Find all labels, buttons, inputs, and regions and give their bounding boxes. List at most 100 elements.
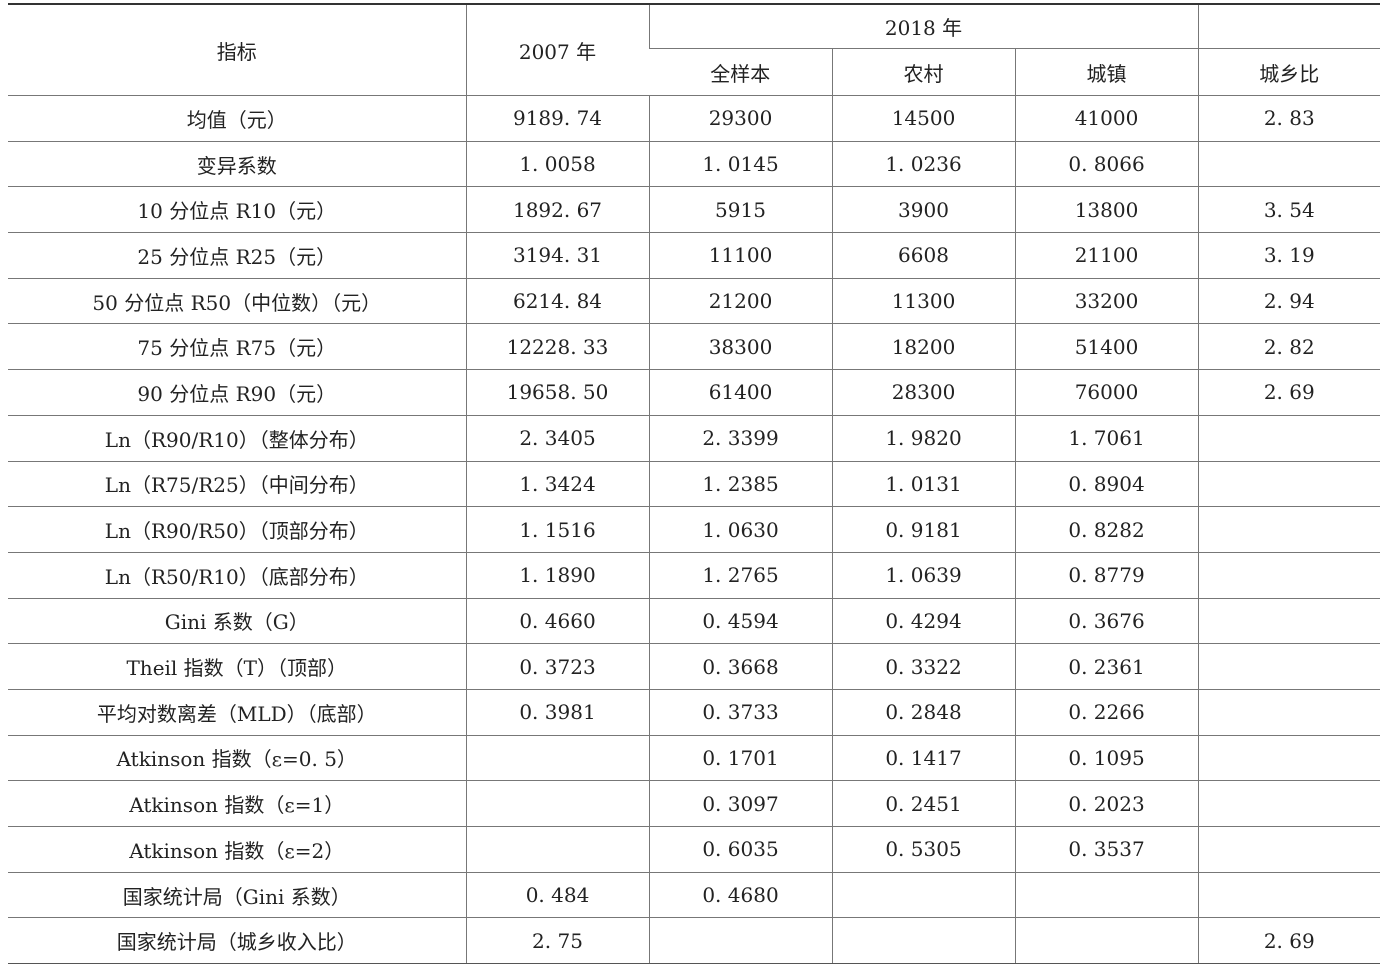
- rural-cell: 3900: [831, 186, 1015, 234]
- indicator-cell: Gini 系数（G）: [8, 598, 466, 645]
- ratio-cell: [1197, 872, 1381, 919]
- indicator-cell: Atkinson 指数（ε=0. 5）: [8, 735, 466, 782]
- rural-cell: 0. 2848: [831, 689, 1015, 736]
- full-sample-cell: 1. 2385: [648, 461, 832, 508]
- full-sample-cell: 0. 4594: [648, 598, 832, 645]
- table-row: Ln（R90/R10）（整体分布） 2. 3405 2. 3399 1. 9820 1.…: [8, 415, 1381, 462]
- table-body: 均值（元） 9189. 74 29300 14500 41000 2. 83 变异系数 1. …: [8, 95, 1381, 964]
- ratio-cell: [1197, 598, 1381, 645]
- ratio-cell: 2. 94: [1197, 278, 1381, 325]
- urban-cell: 33200: [1014, 278, 1199, 325]
- rural-cell: 0. 2451: [831, 780, 1015, 827]
- urban-cell: 0. 8282: [1014, 506, 1199, 553]
- ratio-cell: [1197, 735, 1381, 782]
- urban-cell: 0. 8779: [1014, 552, 1199, 599]
- header-urban: 城镇: [1014, 48, 1199, 96]
- ratio-cell: [1197, 826, 1381, 873]
- header-indicator: 指标: [8, 3, 466, 96]
- rural-cell: 1. 9820: [831, 415, 1015, 462]
- header-urban-rural-ratio: 城乡比: [1197, 48, 1381, 96]
- full-sample-cell: 1. 0630: [648, 506, 832, 553]
- full-sample-cell: 0. 4680: [648, 872, 832, 919]
- urban-cell: 76000: [1014, 369, 1199, 416]
- value-2007-cell: 3194. 31: [465, 232, 649, 279]
- value-2007-cell: 9189. 74: [465, 95, 649, 142]
- ratio-cell: [1197, 780, 1381, 827]
- urban-cell: 0. 8904: [1014, 461, 1199, 508]
- header-rural: 农村: [831, 48, 1015, 96]
- value-2007-cell: 0. 4660: [465, 598, 649, 645]
- full-sample-cell: 0. 3668: [648, 643, 832, 690]
- value-2007-cell: [465, 826, 649, 873]
- ratio-cell: 2. 82: [1197, 323, 1381, 371]
- table-row: 国家统计局（Gini 系数） 0. 484 0. 4680: [8, 872, 1381, 919]
- full-sample-cell: [648, 917, 832, 964]
- rural-cell: 1. 0131: [831, 461, 1015, 508]
- value-2007-cell: 0. 484: [465, 872, 649, 919]
- indicator-cell: 变异系数: [8, 141, 466, 188]
- rural-cell: 11300: [831, 278, 1015, 325]
- urban-cell: [1014, 917, 1199, 964]
- ratio-cell: [1197, 461, 1381, 508]
- value-2007-cell: 19658. 50: [465, 369, 649, 416]
- table-row: Gini 系数（G） 0. 4660 0. 4594 0. 4294 0. 3676: [8, 598, 1381, 645]
- full-sample-cell: 0. 1701: [648, 735, 832, 782]
- value-2007-cell: 2. 3405: [465, 415, 649, 462]
- indicator-cell: 90 分位点 R90（元）: [8, 369, 466, 416]
- full-sample-cell: 5915: [648, 186, 832, 234]
- value-2007-cell: 1. 0058: [465, 141, 649, 188]
- rural-cell: 28300: [831, 369, 1015, 416]
- indicator-cell: 50 分位点 R50（中位数）（元）: [8, 278, 466, 325]
- urban-cell: 13800: [1014, 186, 1199, 234]
- rural-cell: 6608: [831, 232, 1015, 279]
- indicator-cell: 国家统计局（城乡收入比）: [8, 917, 466, 964]
- urban-cell: 51400: [1014, 323, 1199, 371]
- full-sample-cell: 1. 0145: [648, 141, 832, 188]
- full-sample-cell: 38300: [648, 323, 832, 371]
- ratio-cell: 2. 69: [1197, 917, 1381, 964]
- table-row: Ln（R90/R50）（顶部分布） 1. 1516 1. 0630 0. 9181 0.…: [8, 506, 1381, 553]
- full-sample-cell: 61400: [648, 369, 832, 416]
- rural-cell: [831, 872, 1015, 919]
- ratio-cell: [1197, 689, 1381, 736]
- value-2007-cell: [465, 780, 649, 827]
- ratio-cell: 2. 69: [1197, 369, 1381, 416]
- value-2007-cell: 0. 3981: [465, 689, 649, 736]
- table-row: Ln（R75/R25）（中间分布） 1. 3424 1. 2385 1. 0131 0.…: [8, 461, 1381, 508]
- rural-cell: 18200: [831, 323, 1015, 371]
- table-row: 50 分位点 R50（中位数）（元） 6214. 84 21200 11300 3320…: [8, 278, 1381, 325]
- table-row: Ln（R50/R10）（底部分布） 1. 1890 1. 2765 1. 0639 0.…: [8, 552, 1381, 599]
- rural-cell: 0. 4294: [831, 598, 1015, 645]
- value-2007-cell: 1. 1516: [465, 506, 649, 553]
- ratio-cell: 3. 54: [1197, 186, 1381, 234]
- rural-cell: 1. 0639: [831, 552, 1015, 599]
- urban-cell: 41000: [1014, 95, 1199, 142]
- header-2007: 2007 年: [465, 3, 649, 96]
- rural-cell: 0. 9181: [831, 506, 1015, 553]
- rural-cell: [831, 917, 1015, 964]
- indicator-cell: Ln（R50/R10）（底部分布）: [8, 552, 466, 599]
- inequality-indicators-table: 指标 2007 年 2018 年 全样本 农村 城镇 城乡比 均值（元） 9189…: [8, 3, 1381, 964]
- value-2007-cell: 2. 75: [465, 917, 649, 964]
- ratio-cell: [1197, 506, 1381, 553]
- urban-cell: 0. 1095: [1014, 735, 1199, 782]
- value-2007-cell: 1892. 67: [465, 186, 649, 234]
- rural-cell: 0. 1417: [831, 735, 1015, 782]
- value-2007-cell: [465, 735, 649, 782]
- value-2007-cell: 6214. 84: [465, 278, 649, 325]
- rural-cell: 1. 0236: [831, 141, 1015, 188]
- value-2007-cell: 12228. 33: [465, 323, 649, 371]
- header-blank: [1197, 3, 1381, 49]
- urban-cell: 21100: [1014, 232, 1199, 279]
- table-row: Atkinson 指数（ε=2） 0. 6035 0. 5305 0. 3537: [8, 826, 1381, 873]
- full-sample-cell: 21200: [648, 278, 832, 325]
- table-row: 90 分位点 R90（元） 19658. 50 61400 28300 76000 2. …: [8, 369, 1381, 416]
- rural-cell: 0. 3322: [831, 643, 1015, 690]
- table-row: 国家统计局（城乡收入比） 2. 75 2. 69: [8, 917, 1381, 964]
- indicator-cell: 75 分位点 R75（元）: [8, 323, 466, 371]
- urban-cell: 0. 3676: [1014, 598, 1199, 645]
- table-row: 25 分位点 R25（元） 3194. 31 11100 6608 21100 3. 19: [8, 232, 1381, 279]
- full-sample-cell: 0. 3097: [648, 780, 832, 827]
- ratio-cell: 2. 83: [1197, 95, 1381, 142]
- table-row: Atkinson 指数（ε=0. 5） 0. 1701 0. 1417 0. 1095: [8, 735, 1381, 782]
